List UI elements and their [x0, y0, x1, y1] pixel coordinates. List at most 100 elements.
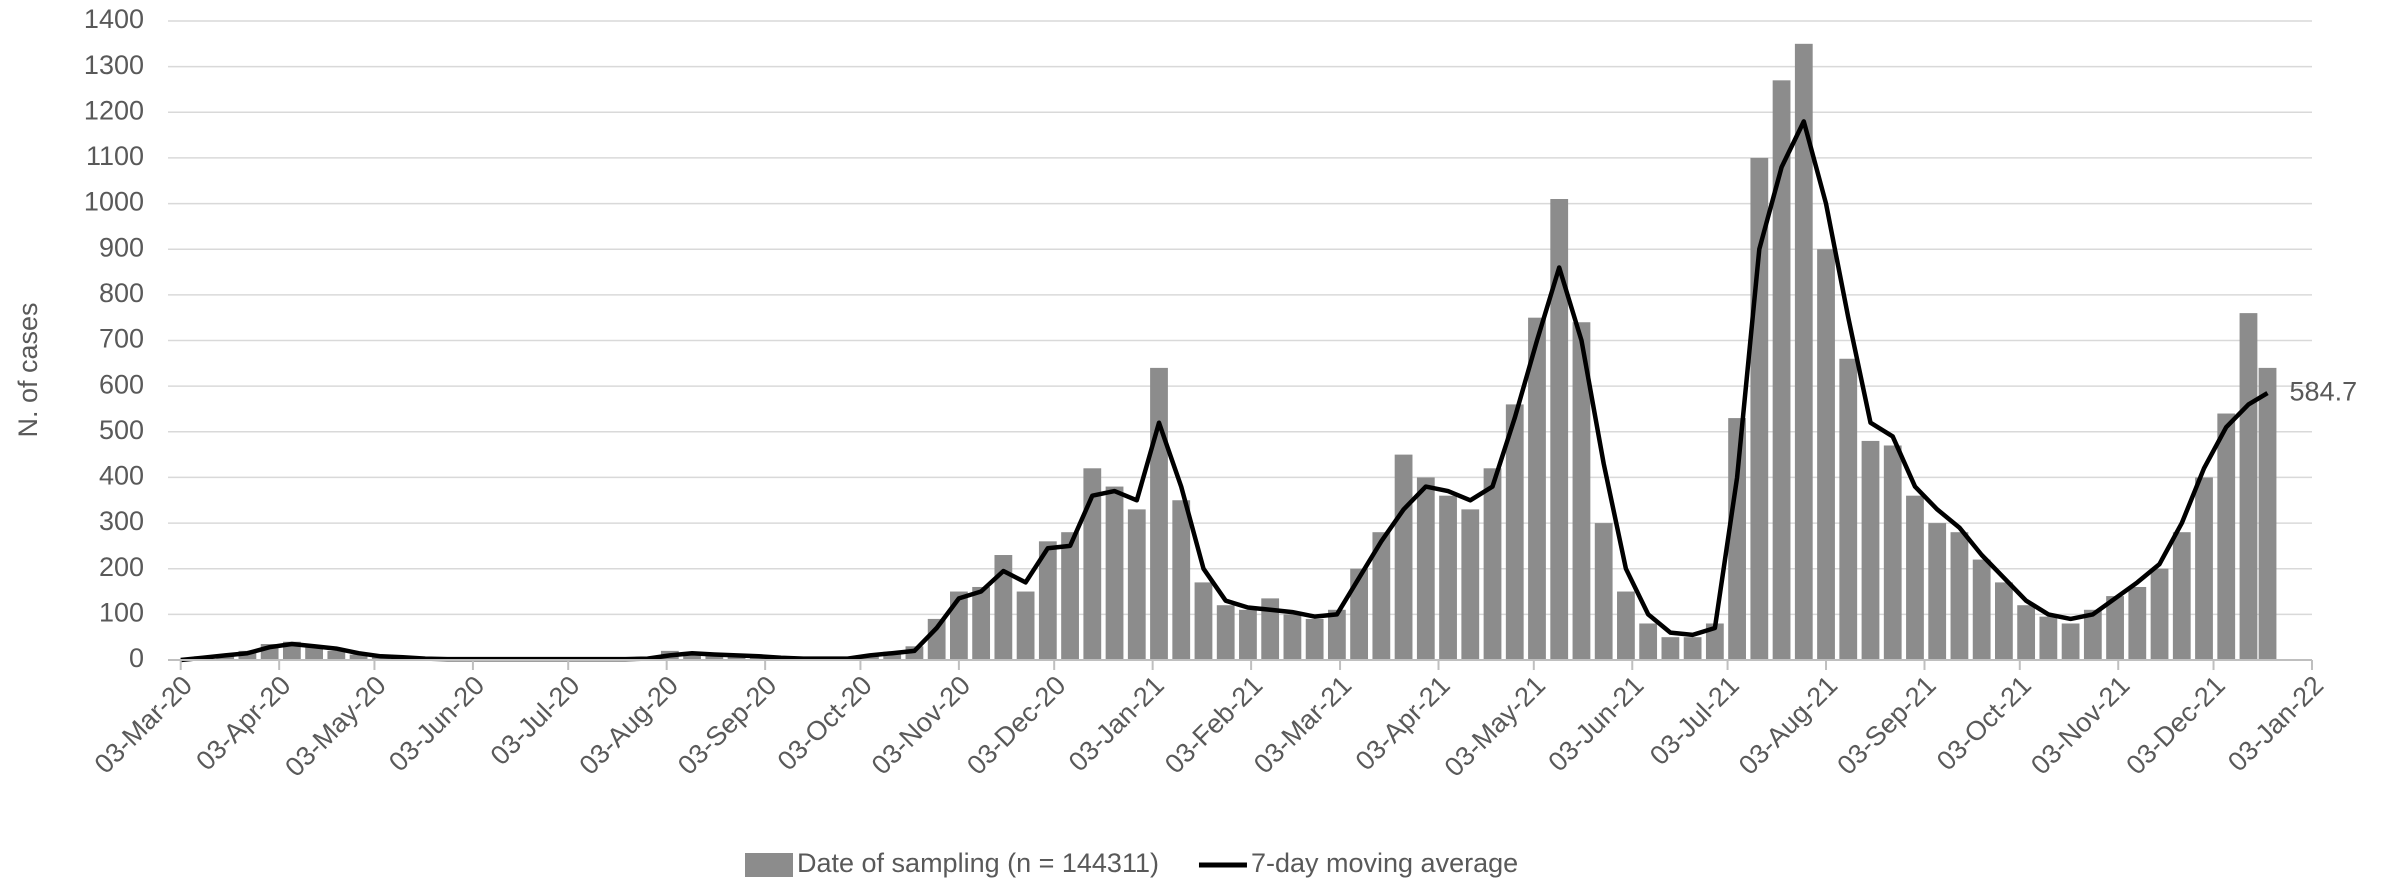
y-tick-label: 600 [99, 369, 144, 399]
bar [1283, 614, 1302, 660]
y-axis-label: N. of cases [13, 302, 43, 437]
bar [2128, 586, 2147, 660]
x-tick-label: 03-Jul-20 [485, 670, 586, 771]
bar [327, 650, 346, 660]
y-tick-label: 1000 [84, 187, 144, 217]
bar [883, 651, 902, 660]
bar [1594, 523, 1613, 660]
x-tick-label: 03-Sep-21 [1831, 670, 1941, 780]
bar [1861, 440, 1880, 660]
legend-label: 7-day moving average [1251, 848, 1518, 878]
bar [994, 555, 1013, 660]
y-tick-label: 300 [99, 506, 144, 536]
bar [1305, 618, 1324, 660]
x-tick-label: 03-May-21 [1439, 670, 1551, 782]
bar [349, 654, 368, 660]
bar [1461, 509, 1480, 660]
bar [1194, 582, 1213, 660]
bar [2083, 609, 2102, 660]
x-tick-label: 03-Oct-21 [1931, 670, 2037, 776]
bar [1617, 591, 1635, 660]
bar [305, 647, 324, 660]
bar [1683, 637, 1702, 660]
bar [1839, 358, 1858, 660]
end-value-label: 584.7 [2290, 376, 2358, 406]
y-tick-label: 1200 [84, 95, 144, 125]
bar [1928, 523, 1947, 660]
bar [749, 657, 768, 660]
bar [2106, 596, 2124, 660]
bar [1016, 591, 1035, 660]
bar [1038, 541, 1057, 660]
y-tick-label: 900 [99, 232, 144, 262]
bar [1327, 609, 1346, 660]
bar [1794, 43, 1813, 661]
bar [1883, 445, 1902, 660]
bar [1439, 495, 1457, 660]
bar [1239, 609, 1257, 660]
x-tick-label: 03-Jun-20 [383, 670, 490, 777]
bar [1483, 468, 1502, 660]
bar [972, 586, 991, 660]
bar [1995, 582, 2013, 660]
bar [1372, 532, 1391, 660]
y-tick-label: 1300 [84, 50, 144, 80]
bar [1772, 80, 1791, 661]
x-tick-label: 03-Mar-21 [1248, 670, 1357, 779]
y-tick-label: 200 [99, 552, 144, 582]
bar [1817, 249, 1835, 660]
y-tick-label: 0 [129, 643, 144, 673]
bar [1528, 317, 1546, 660]
x-tick-label: 03-Nov-21 [2025, 670, 2135, 780]
x-tick-label: 03-May-20 [279, 670, 391, 782]
x-tick-label: 03-Aug-21 [1733, 670, 1843, 780]
bar [1416, 477, 1435, 660]
bar [1261, 598, 1280, 660]
x-tick-label: 03-Sep-20 [672, 670, 782, 780]
bar [1906, 495, 1924, 660]
x-tick-label: 03-Nov-20 [866, 670, 976, 780]
y-tick-label: 500 [99, 415, 144, 445]
y-tick-label: 800 [99, 278, 144, 308]
bar [950, 591, 968, 660]
x-tick-label: 03-Mar-20 [89, 670, 198, 779]
y-tick-label: 400 [99, 461, 144, 491]
bar [2150, 568, 2169, 660]
bar [1705, 623, 1724, 660]
x-tick-label: 03-Jul-21 [1644, 670, 1745, 771]
bar [1661, 637, 1680, 660]
bar [1172, 500, 1191, 660]
bar [1394, 454, 1413, 660]
y-tick-label: 1100 [86, 141, 144, 171]
bar [1550, 199, 1569, 660]
bar [1083, 468, 1102, 660]
bar [927, 618, 946, 660]
bar [1127, 509, 1146, 660]
bar [2217, 413, 2236, 660]
bar [2258, 367, 2277, 660]
bar [2061, 623, 2080, 660]
bar [1105, 486, 1124, 660]
y-tick-label: 1400 [84, 4, 144, 34]
legend-swatch [745, 853, 793, 877]
bar [2039, 616, 2058, 660]
bar [1972, 559, 1991, 660]
y-tick-label: 700 [99, 324, 144, 354]
bar [1150, 367, 1168, 660]
bar [1505, 404, 1524, 660]
bar [705, 655, 724, 660]
x-tick-label: 03-Jan-21 [1063, 670, 1170, 777]
bar [1350, 568, 1369, 660]
bar [2017, 605, 2036, 660]
bar [2239, 313, 2258, 660]
bar [1216, 605, 1235, 660]
x-tick-label: 03-Dec-21 [2120, 670, 2230, 780]
x-tick-label: 03-Dec-20 [961, 670, 1071, 780]
bar [1061, 532, 1079, 660]
bar [1728, 418, 1746, 660]
bar [2195, 477, 2213, 660]
x-tick-label: 03-Aug-20 [574, 670, 684, 780]
x-tick-label: 03-Jun-21 [1542, 670, 1649, 777]
bar [1639, 623, 1658, 660]
